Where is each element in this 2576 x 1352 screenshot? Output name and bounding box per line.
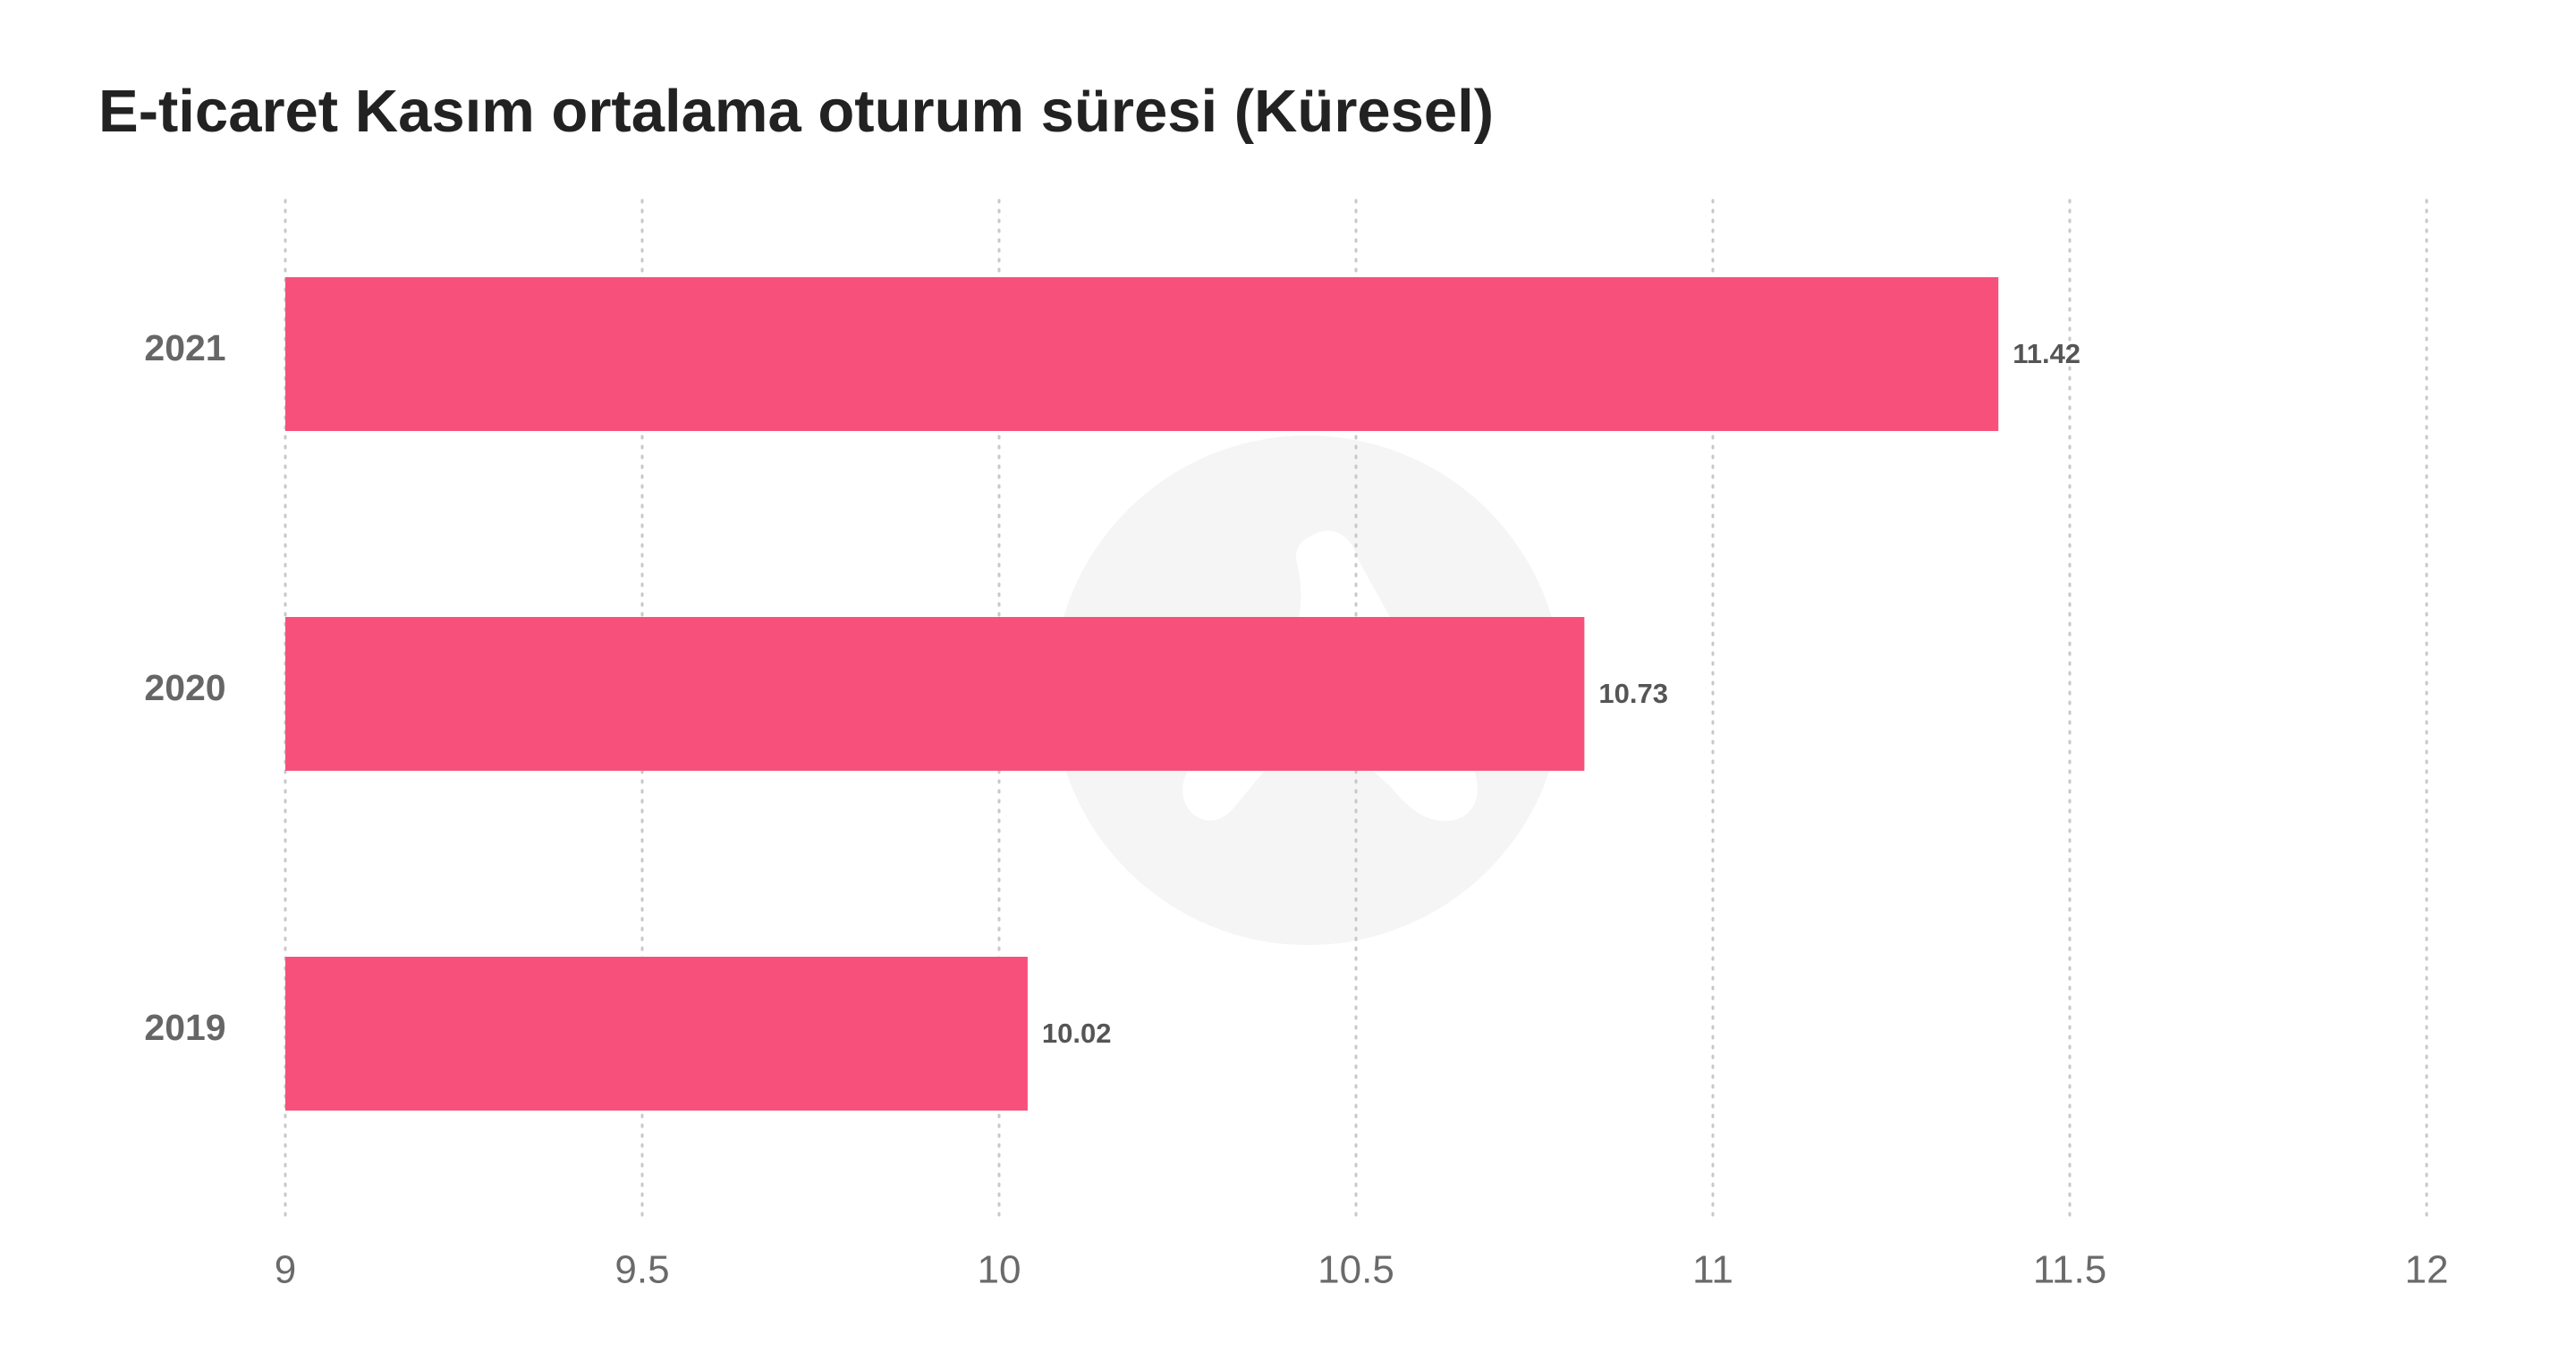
x-tick-label: 10	[978, 1248, 1021, 1292]
x-tick-label: 9	[275, 1248, 296, 1292]
x-tick-label: 10.5	[1318, 1248, 1394, 1292]
bar-2021	[285, 277, 1999, 431]
category-labels: 2021 2020 2019	[144, 327, 225, 1048]
bars	[285, 277, 1999, 1111]
bar-2020	[285, 617, 1585, 771]
category-label-2020: 2020	[144, 667, 225, 708]
x-axis-ticks: 9 9.5 10 10.5 11 11.5 12	[275, 1248, 2449, 1292]
x-tick-label: 11	[1692, 1248, 1733, 1292]
category-label-2021: 2021	[144, 327, 225, 368]
value-label-2019: 10.02	[1042, 1018, 1112, 1049]
category-label-2019: 2019	[144, 1007, 225, 1048]
data-labels: 11.42 10.73 10.02	[1042, 338, 2080, 1049]
bar-2019	[285, 957, 1028, 1111]
chart-title: E-ticaret Kasım ortalama oturum süresi (…	[98, 78, 1495, 145]
value-label-2020: 10.73	[1598, 678, 1668, 709]
x-tick-label: 11.5	[2033, 1248, 2106, 1292]
value-label-2021: 11.42	[2012, 338, 2080, 369]
x-tick-label: 12	[2405, 1248, 2449, 1292]
x-tick-label: 9.5	[614, 1248, 669, 1292]
